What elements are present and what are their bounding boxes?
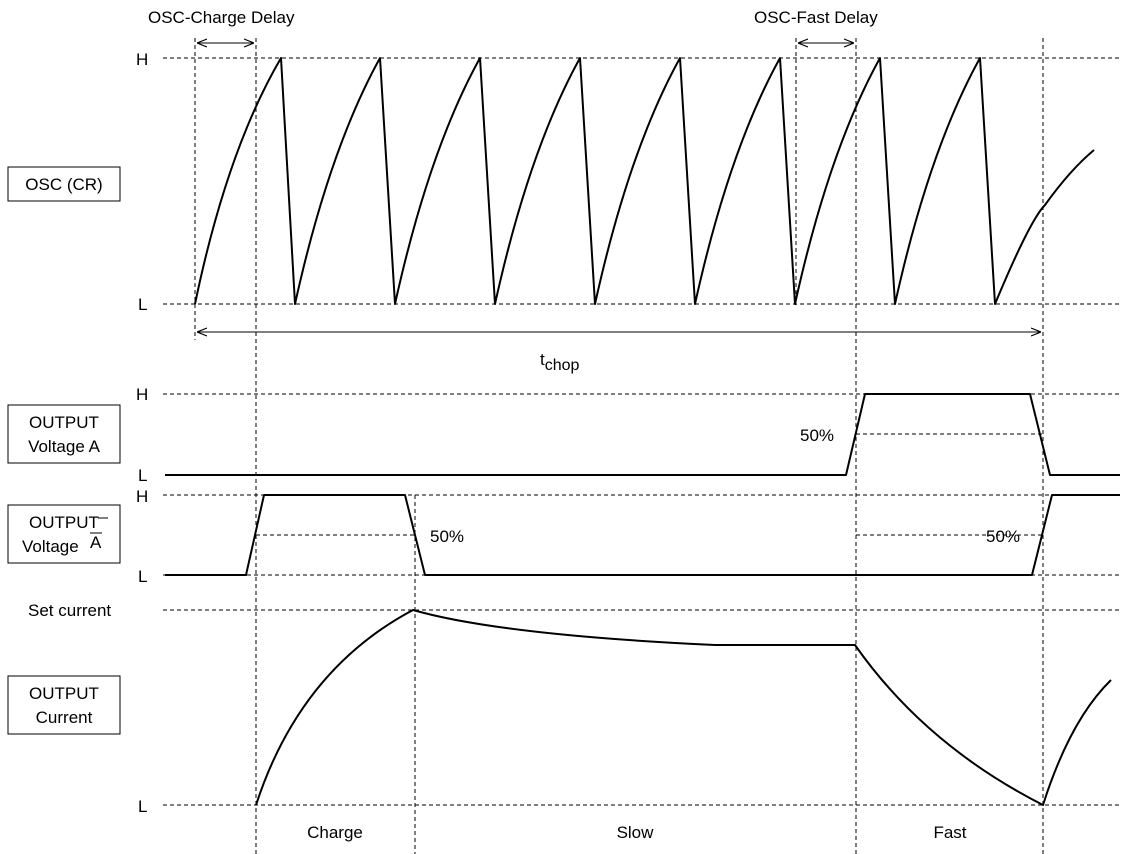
phase-slow-label: Slow — [617, 823, 655, 842]
phase-labels: Charge Slow Fast — [307, 823, 967, 842]
charge-delay-annotation: OSC-Charge Delay — [148, 8, 295, 43]
current-label-line1: OUTPUT — [29, 684, 99, 703]
current-section: Set current OUTPUT Current L — [7, 601, 1120, 816]
voltage-a-bar-label-line2: Voltage — [22, 537, 79, 556]
osc-waveform — [194, 57, 1095, 305]
voltage-a-threshold-label: 50% — [800, 426, 834, 445]
voltage-a-low-label: L — [138, 466, 147, 485]
fast-delay-label: OSC-Fast Delay — [754, 8, 878, 27]
fast-delay-annotation: OSC-Fast Delay — [754, 8, 878, 43]
phase-charge-label: Charge — [307, 823, 363, 842]
voltage-a-label-line2: Voltage A — [28, 437, 101, 456]
voltage-a-bar-high-label: H — [136, 487, 148, 506]
osc-label-box — [7, 166, 121, 202]
current-low-label: L — [138, 797, 147, 816]
voltage-a-bar-label-bar: A — [90, 533, 102, 552]
tchop-label: tchop — [540, 350, 580, 374]
osc-high-label: H — [136, 50, 148, 69]
voltage-a-bar-label-line1: OUTPUT — [29, 513, 99, 532]
current-label-line2: Current — [36, 708, 93, 727]
charge-delay-label: OSC-Charge Delay — [148, 8, 295, 27]
voltage-a-label-box — [7, 404, 121, 464]
voltage-a-section: OUTPUT Voltage A H L 50% — [7, 385, 1120, 485]
osc-label: OSC (CR) — [25, 175, 102, 194]
voltage-a-bar-threshold-right: 50% — [986, 527, 1020, 546]
osc-low-label: L — [138, 295, 147, 314]
osc-section: OSC (CR) H L tchop — [7, 50, 1120, 374]
voltage-a-bar-section: OUTPUT Voltage A H L 50% 50% — [7, 487, 1120, 586]
current-waveform — [255, 609, 1112, 806]
voltage-a-bar-low-label: L — [138, 567, 147, 586]
set-current-label: Set current — [28, 601, 111, 620]
voltage-a-bar-waveform — [165, 494, 1120, 576]
voltage-a-waveform — [165, 393, 1120, 476]
current-label-box — [7, 675, 121, 735]
voltage-a-high-label: H — [136, 385, 148, 404]
vertical-guides — [194, 38, 1044, 854]
voltage-a-bar-label-box — [7, 504, 121, 564]
voltage-a-label-line1: OUTPUT — [29, 413, 99, 432]
voltage-a-bar-threshold-left: 50% — [430, 527, 464, 546]
phase-fast-label: Fast — [933, 823, 966, 842]
